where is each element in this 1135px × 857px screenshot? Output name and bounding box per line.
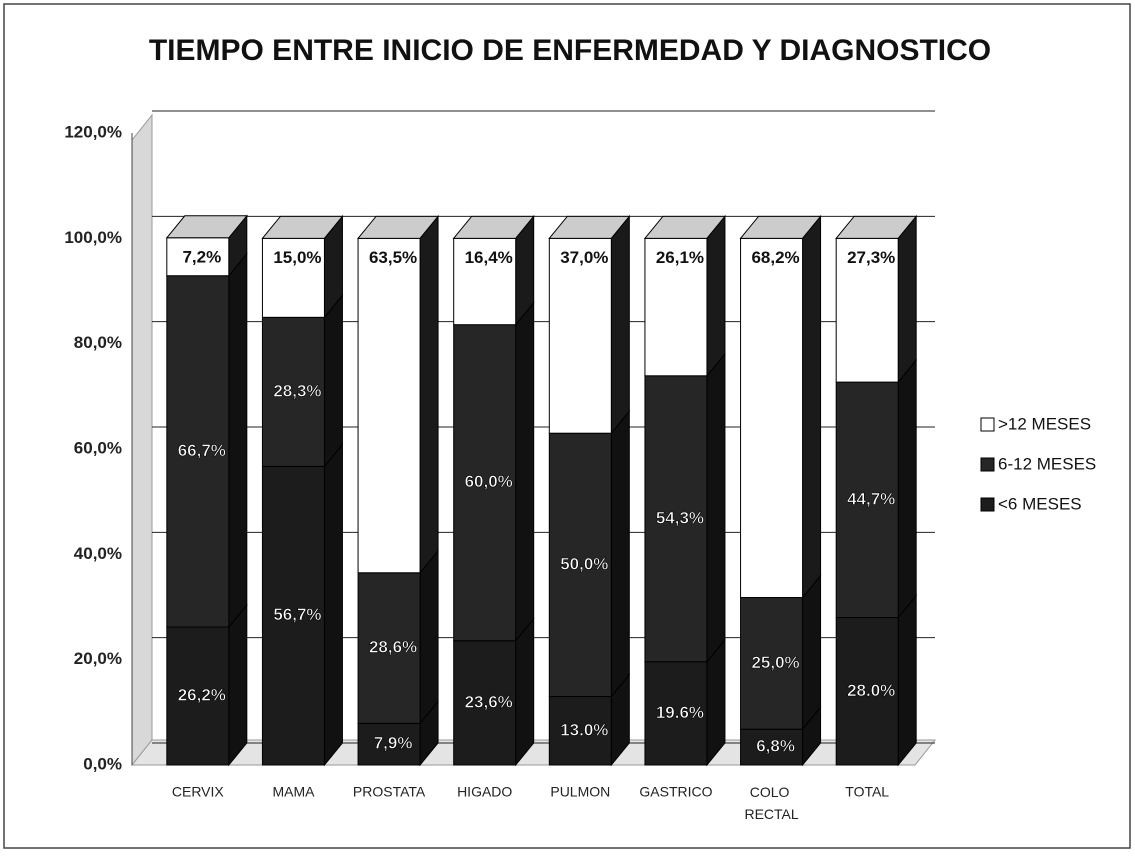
bar-top [357, 215, 440, 239]
bar [835, 237, 899, 383]
y-tick-label: 100,0% [64, 228, 122, 247]
bar [644, 237, 708, 377]
bar-side [897, 594, 917, 767]
y-tick-label: 40,0% [74, 544, 122, 563]
bar-side [802, 574, 822, 731]
bar-side [515, 617, 535, 767]
value-label: 26,1% [656, 248, 704, 267]
bar [166, 275, 230, 628]
bar-side [228, 603, 248, 767]
bar-side [897, 358, 917, 619]
bar-top [548, 215, 631, 239]
legend-label: >12 MESES [998, 414, 1091, 433]
bar [740, 597, 804, 730]
bar [166, 237, 230, 277]
bar [453, 324, 517, 642]
x-tick-label: HIGADO [457, 784, 512, 800]
value-label: 7,2% [182, 247, 221, 266]
bar-side [419, 214, 439, 575]
value-label: 26,2% [178, 685, 226, 704]
bar-side [610, 409, 630, 698]
legend-swatch [980, 457, 995, 472]
bar [548, 696, 612, 766]
value-label: 13.0% [560, 720, 608, 739]
bar [548, 432, 612, 698]
bar-top [739, 215, 822, 239]
bar [357, 237, 421, 574]
y-tick-label: 120,0% [64, 122, 122, 141]
bar-side [515, 301, 535, 643]
y-tick-label: 20,0% [74, 649, 122, 668]
bar [740, 237, 804, 599]
value-label: 28,3% [273, 381, 321, 400]
value-label: 44,7% [847, 489, 895, 508]
value-label: 23,6% [465, 692, 513, 711]
value-label: 19.6% [656, 703, 704, 722]
chart-title: TIEMPO ENTRE INICIO DE ENFERMEDAD Y DIAG… [149, 34, 991, 67]
bar-side [897, 214, 917, 384]
bar-side [419, 549, 439, 725]
value-label: 15,0% [273, 248, 321, 267]
value-label: 6,8% [756, 737, 795, 756]
bar-top [165, 215, 248, 239]
legend-label: 6-12 MESES [998, 454, 1096, 473]
bar-side [706, 214, 726, 378]
bar [548, 237, 612, 434]
x-tick-label: TOTAL [845, 784, 889, 800]
bar [740, 728, 804, 766]
legend-swatch [980, 417, 995, 432]
bar-side [802, 214, 822, 599]
value-label: 16,4% [465, 248, 513, 267]
value-label: 28,6% [369, 638, 417, 657]
x-tick-label: COLO RECTAL [744, 784, 798, 822]
bar [835, 381, 899, 619]
value-label: 7,9% [374, 734, 413, 753]
x-tick-label: PULMON [550, 784, 610, 800]
y-tick-label: 0,0% [83, 754, 122, 773]
bar [261, 237, 325, 318]
bar-top [835, 215, 918, 239]
bar [644, 375, 708, 663]
side-wall [131, 113, 153, 767]
bar-side [610, 214, 630, 435]
bar-side [706, 352, 726, 664]
bar-top [261, 215, 344, 239]
x-tick-label: PROSTATA [353, 784, 426, 800]
value-label: 56,7% [273, 605, 321, 624]
bar-side [323, 442, 343, 767]
bar-side [228, 252, 248, 629]
value-label: 68,2% [751, 248, 799, 267]
value-label: 60,0% [465, 472, 513, 491]
legend-label: <6 MESES [998, 494, 1082, 513]
x-tick-label: GASTRICO [639, 784, 712, 800]
value-label: 37,0% [560, 248, 608, 267]
y-tick-label: 80,0% [74, 333, 122, 352]
bar [166, 626, 230, 766]
y-tick-label: 60,0% [74, 438, 122, 457]
x-tick-label: MAMA [272, 784, 315, 800]
bar-top [643, 215, 726, 239]
value-label: 50,0% [560, 554, 608, 573]
bar [357, 722, 421, 766]
legend-swatch [980, 497, 995, 512]
value-label: 27,3% [847, 248, 895, 267]
bar-top [452, 215, 535, 239]
x-tick-label: CERVIX [172, 784, 225, 800]
value-label: 63,5% [369, 248, 417, 267]
bar [835, 617, 899, 766]
value-label: 28.0% [847, 681, 895, 700]
value-label: 54,3% [656, 508, 704, 527]
bar [357, 572, 421, 724]
value-label: 66,7% [178, 441, 226, 460]
bar-side [323, 293, 343, 468]
bar [453, 237, 517, 326]
value-label: 25,0% [751, 653, 799, 672]
